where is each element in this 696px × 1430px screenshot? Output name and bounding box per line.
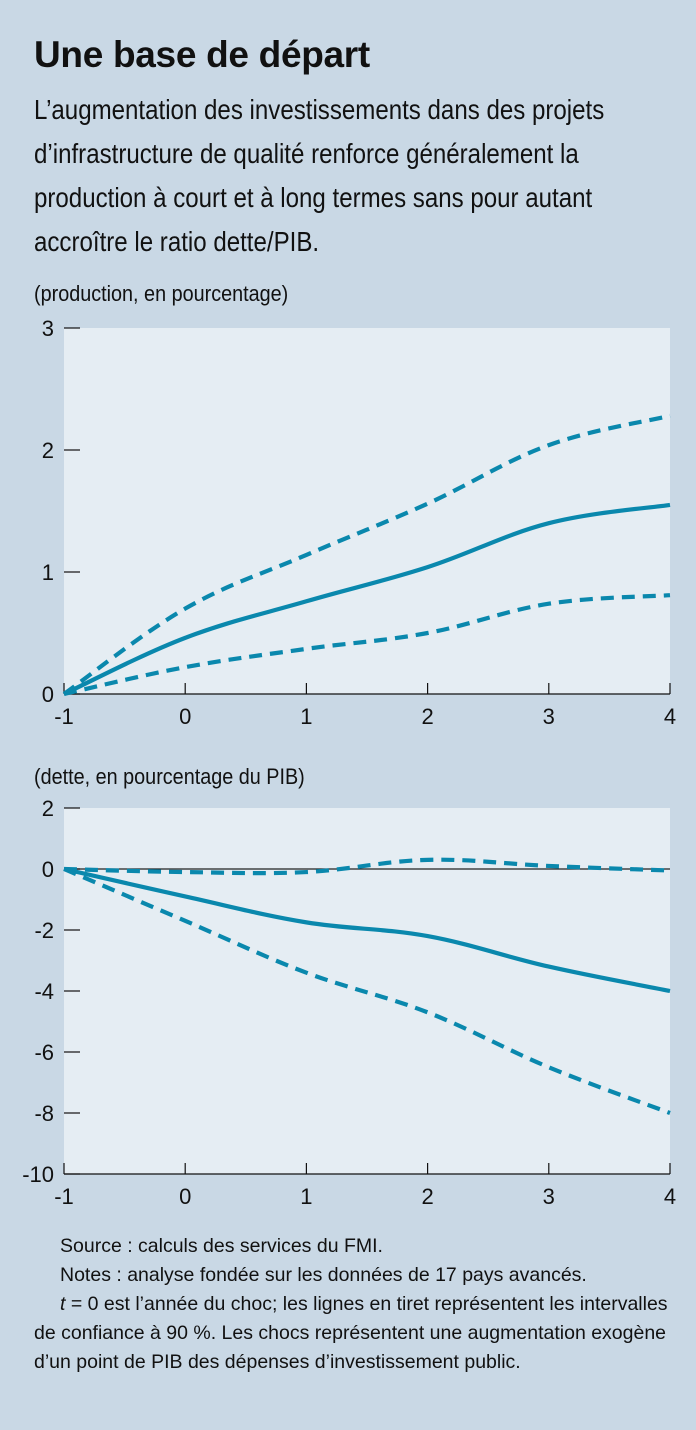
confidence-band-line-1 xyxy=(62,413,671,696)
x-tick-label: 1 xyxy=(300,704,312,729)
chart-subtitle: L’augmentation des investissements dans … xyxy=(34,94,605,257)
y-tick-label: 0 xyxy=(42,682,54,707)
t-note: t = 0 est l’année du choc; les lignes en… xyxy=(34,1290,674,1377)
x-tick-label: 3 xyxy=(543,1184,555,1209)
x-tick-label: 3 xyxy=(543,704,555,729)
top-chart-unit-label: (production, en pourcentage) xyxy=(34,281,289,306)
x-tick-label: 0 xyxy=(179,704,191,729)
x-tick-label: 2 xyxy=(421,1184,433,1209)
confidence-band-line-2 xyxy=(63,593,671,697)
estimate-line-0 xyxy=(63,866,671,994)
debt-chart: -10-8-6-4-202-1 0 1 2 3 4 xyxy=(22,796,676,1209)
y-tick-label: 0 xyxy=(42,857,54,882)
y-tick-label: -4 xyxy=(34,979,54,1004)
x-tick-label: 1 xyxy=(300,1184,312,1209)
x-tick-label: 2 xyxy=(421,704,433,729)
y-tick-label: -10 xyxy=(22,1162,54,1187)
x-tick-label: -1 xyxy=(54,1184,74,1209)
x-tick-label: 4 xyxy=(664,1184,676,1209)
y-tick-label: 1 xyxy=(42,560,54,585)
x-tick-label: 0 xyxy=(179,1184,191,1209)
source-note: Source : calculs des services du FMI. xyxy=(60,1235,383,1257)
confidence-band-line-2 xyxy=(63,867,671,1115)
notes-text: Notes : analyse fondée sur les données d… xyxy=(60,1264,587,1286)
y-tick-label: -2 xyxy=(34,918,54,943)
y-tick-label: -8 xyxy=(34,1101,54,1126)
y-tick-label: 2 xyxy=(42,796,54,821)
plot-area xyxy=(64,328,670,694)
confidence-band-line-1 xyxy=(63,857,671,876)
x-tick-label: -1 xyxy=(54,704,74,729)
bottom-chart-unit-label: (dette, en pourcentage du PIB) xyxy=(34,764,305,789)
estimate-line-0 xyxy=(63,502,671,696)
y-tick-label: 2 xyxy=(42,438,54,463)
x-tick-label: 4 xyxy=(664,704,676,729)
notes-block: Source : calculs des services du FMI. No… xyxy=(34,1232,674,1377)
y-tick-label: 3 xyxy=(42,316,54,341)
chart-title: Une base de départ xyxy=(34,34,370,75)
y-tick-label: -6 xyxy=(34,1040,54,1065)
t-symbol: t xyxy=(60,1293,66,1315)
t-note-text: = 0 est l’année du choc; les lignes en t… xyxy=(34,1293,668,1373)
